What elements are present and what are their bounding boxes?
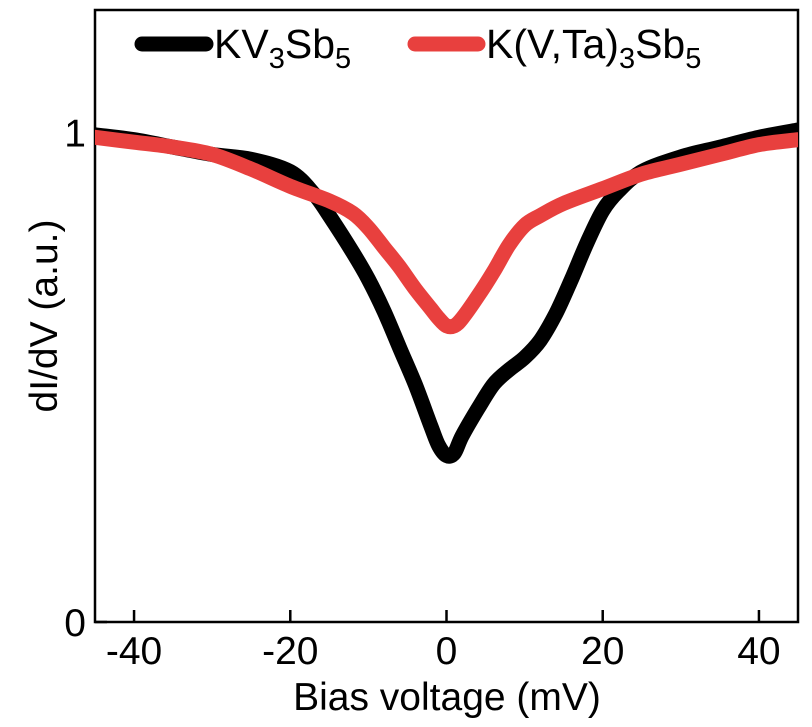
y-ticks: 01 [64,112,107,645]
legend-label-1: KV3Sb5 [214,21,351,75]
legend-label-2: K(V,Ta)3Sb5 [486,21,701,75]
x-tick-label: 40 [737,630,780,673]
x-ticks: -40 -20 0 20 40 [106,610,781,673]
series-line-1 [95,122,798,464]
y-tick-label: 1 [64,112,86,155]
series-line-2 [95,129,798,335]
x-tick-label: -20 [262,630,318,673]
series-layer [95,122,798,464]
x-tick-label: 20 [581,630,624,673]
legend: KV3Sb5 K(V,Ta)3Sb5 [134,21,701,75]
y-tick-label: 0 [64,602,86,645]
y-axis-title: dI/dV (a.u.) [23,220,66,413]
x-tick-label: 0 [436,630,458,673]
x-tick-label: -40 [106,630,162,673]
x-axis-title: Bias voltage (mV) [293,676,601,719]
